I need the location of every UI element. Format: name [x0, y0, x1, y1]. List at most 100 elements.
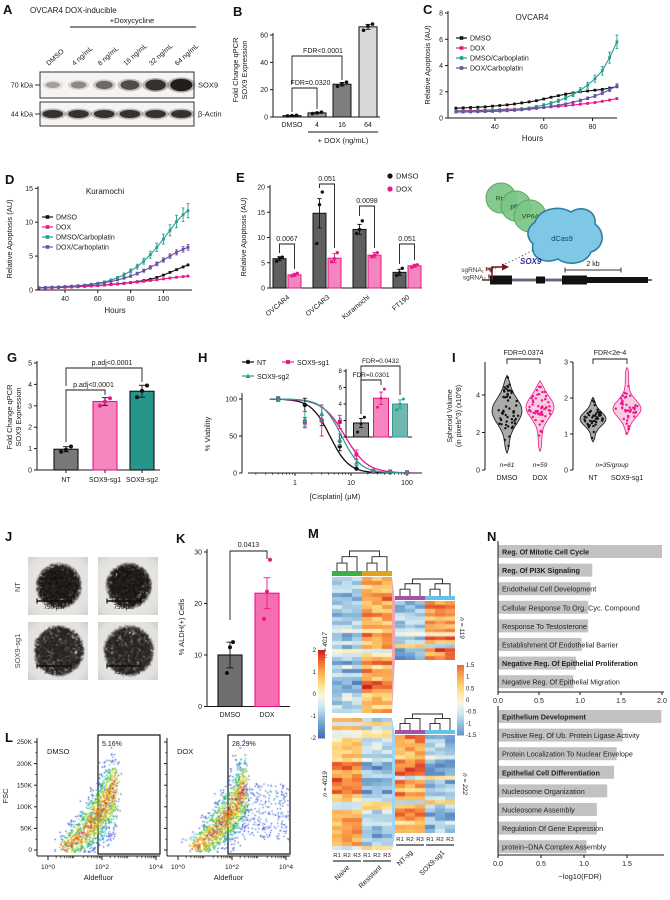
svg-text:2 kb: 2 kb — [586, 261, 599, 268]
svg-text:1.5: 1.5 — [622, 861, 632, 868]
svg-text:n=59: n=59 — [533, 462, 548, 469]
svg-text:SOX9-sg1: SOX9-sg1 — [419, 849, 447, 877]
svg-text:Naive: Naive — [334, 864, 352, 882]
svg-text:50: 50 — [229, 434, 237, 441]
svg-text:15: 15 — [25, 186, 33, 193]
svg-text:+Doxycycline: +Doxycycline — [110, 16, 154, 25]
svg-text:150K: 150K — [17, 782, 33, 789]
svg-text:FDR=0.0374: FDR=0.0374 — [504, 350, 544, 357]
panel-a-label: A — [3, 2, 13, 17]
svg-text:750 μm: 750 μm — [114, 669, 135, 676]
svg-text:DOX: DOX — [532, 475, 548, 482]
panel-j-label: J — [5, 529, 13, 544]
svg-text:2: 2 — [564, 396, 568, 403]
svg-text:DMSO: DMSO — [56, 215, 78, 222]
svg-text:Protein Localization To Nuclea: Protein Localization To Nuclear Envelope — [502, 750, 633, 759]
panel-a-western-blot: OVCAR4 DOX-inducible +Doxycycline DMSO 4 ng… — [0, 0, 230, 155]
svg-text:p65: p65 — [510, 204, 522, 211]
svg-text:NT: NT — [257, 360, 267, 367]
svg-text:0: 0 — [29, 288, 33, 295]
svg-text:dCas9: dCas9 — [551, 234, 573, 243]
svg-text:60: 60 — [260, 33, 268, 40]
svg-text:80: 80 — [589, 124, 597, 131]
svg-text:250K: 250K — [17, 739, 33, 746]
svg-text:Negative Reg. Of Epithelial Mi: Negative Reg. Of Epithelial Migration — [502, 678, 620, 687]
svg-text:Establishment Of Endothelial B: Establishment Of Endothelial Barrier — [502, 641, 618, 650]
panel-e-label: E — [236, 170, 245, 185]
svg-text:p.adj<0.0001: p.adj<0.0001 — [73, 382, 114, 389]
svg-text:β-Actin: β-Actin — [198, 110, 222, 119]
panel-l-flow-cytometry: 050K100K150K200K250K10^010^210^4DMSO5.16… — [0, 688, 312, 900]
panel-f-crispra-diagram: Rta p65 VP64 dCas9 SOX9 sgRNA₁ sgRNA₂ 2 kb — [440, 160, 670, 320]
svg-text:0: 0 — [564, 468, 568, 475]
svg-text:0: 0 — [28, 847, 32, 854]
svg-text:750 μm: 750 μm — [44, 604, 65, 611]
svg-text:0.051: 0.051 — [318, 176, 336, 183]
svg-text:64: 64 — [364, 122, 372, 129]
svg-text:6: 6 — [439, 37, 443, 44]
svg-text:32 ng/mL: 32 ng/mL — [148, 43, 174, 68]
svg-text:40: 40 — [491, 124, 499, 131]
svg-text:1: 1 — [28, 446, 32, 453]
panel-m-label: M — [308, 526, 319, 541]
svg-text:NT: NT — [13, 582, 22, 592]
svg-text:SOX9 Expression: SOX9 Expression — [14, 387, 23, 446]
svg-text:44 kDa: 44 kDa — [11, 112, 33, 119]
svg-text:R1: R1 — [426, 837, 433, 843]
svg-text:n = 4019: n = 4019 — [322, 771, 329, 797]
svg-text:SOX9-sg2: SOX9-sg2 — [257, 374, 289, 381]
svg-text:750 μm: 750 μm — [114, 604, 135, 611]
panel-g-qpcr-bars: 0 1 2 3 4 5 NT SOX9-sg1 SOX9-sg2 p.adj<0.0001 p.ad… — [0, 322, 192, 502]
svg-text:(in pixels^3) (x10^8): (in pixels^3) (x10^8) — [456, 385, 463, 447]
svg-text:50K: 50K — [20, 826, 32, 833]
western-blot: OVCAR4 DOX-inducible+Doxycycline DMSO 4 ng… — [11, 6, 222, 127]
svg-text:R1: R1 — [363, 853, 370, 859]
svg-text:SOX9: SOX9 — [198, 81, 218, 90]
svg-text:DOX: DOX — [56, 225, 72, 232]
svg-text:10: 10 — [25, 220, 33, 227]
svg-text:15: 15 — [257, 210, 265, 217]
svg-text:protein−DNA Complex Assembly: protein−DNA Complex Assembly — [502, 843, 606, 852]
svg-text:750 μm: 750 μm — [44, 669, 65, 676]
svg-text:0: 0 — [339, 434, 343, 441]
svg-text:1.5: 1.5 — [466, 663, 475, 669]
svg-text:+ DOX (ng/mL): + DOX (ng/mL) — [318, 136, 369, 145]
svg-text:R2: R2 — [436, 837, 443, 843]
svg-text:4: 4 — [439, 63, 443, 70]
svg-text:40: 40 — [61, 296, 69, 303]
panel-j-spheroid-images: NT SOX9-sg1 750 μm 750 μm 750 μm 750 μm — [0, 495, 196, 695]
svg-text:Reg. Of PI3K Signaling: Reg. Of PI3K Signaling — [502, 566, 580, 575]
panel-l-label: L — [5, 730, 13, 745]
svg-text:80: 80 — [127, 296, 135, 303]
svg-text:DMSO: DMSO — [470, 36, 492, 43]
svg-text:0.0098: 0.0098 — [356, 198, 378, 205]
svg-text:−log10(FDR): −log10(FDR) — [558, 872, 602, 881]
svg-text:R1: R1 — [333, 853, 340, 859]
svg-text:Epithelium Development: Epithelium Development — [502, 713, 586, 722]
svg-text:FDR=0.0432: FDR=0.0432 — [362, 358, 399, 365]
svg-text:VP64: VP64 — [522, 214, 539, 221]
svg-text:8: 8 — [339, 368, 343, 375]
svg-text:20: 20 — [257, 185, 265, 192]
svg-text:OVCAR4: OVCAR4 — [516, 13, 549, 22]
svg-text:4: 4 — [339, 401, 343, 408]
svg-text:Kuramochi: Kuramochi — [86, 187, 124, 196]
aldh-bar-chart: 0 10 20 30 DMSO DOX 0.0413 % ALDH(+) Cells — [177, 542, 290, 719]
svg-text:10: 10 — [347, 480, 355, 487]
svg-text:Relative Apoptosis (AU): Relative Apoptosis (AU) — [5, 199, 14, 279]
svg-text:-1: -1 — [311, 714, 317, 720]
svg-text:20: 20 — [194, 601, 202, 608]
svg-text:1.0: 1.0 — [575, 698, 585, 705]
svg-text:0.051: 0.051 — [398, 236, 416, 243]
svg-text:40: 40 — [260, 60, 268, 67]
panel-f-label: F — [446, 170, 454, 185]
svg-text:DOX: DOX — [259, 712, 275, 719]
svg-text:0: 0 — [313, 692, 317, 698]
spheroid-overlays: NT SOX9-sg1 750 μm 750 μm 750 μm 750 μm — [13, 582, 142, 676]
svg-text:Hours: Hours — [522, 134, 543, 143]
svg-text:10^2: 10^2 — [95, 864, 109, 871]
svg-text:DOX: DOX — [470, 46, 486, 53]
svg-text:10: 10 — [194, 653, 202, 660]
grouped-apoptosis-bars: 0 5 10 15 20 0.0067 OVCAR4 0.051 OVCAR3 0.0098 Kur… — [239, 172, 422, 321]
